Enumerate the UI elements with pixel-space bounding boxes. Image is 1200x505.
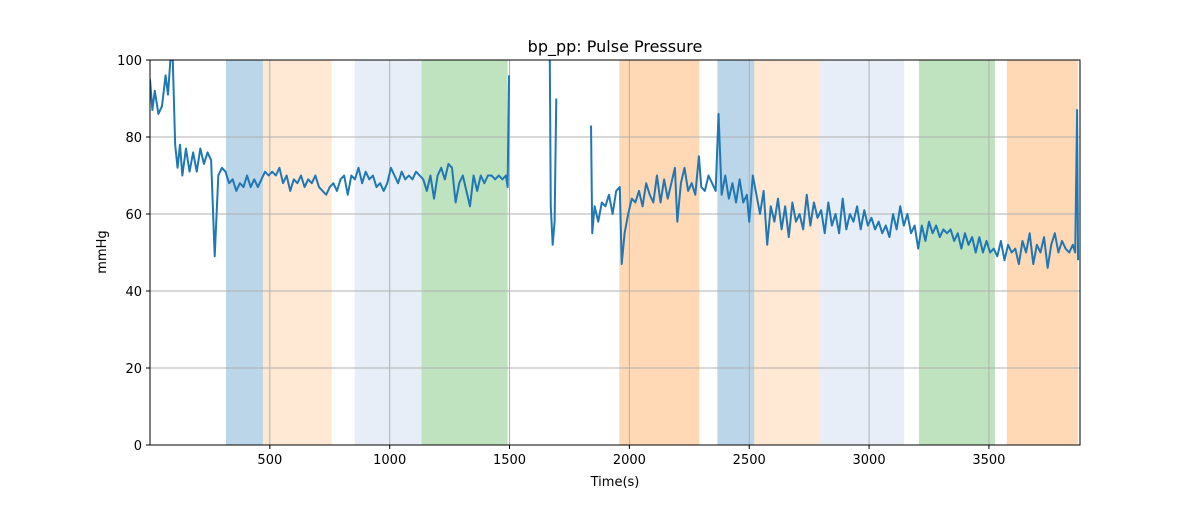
x-tick-label: 3000	[853, 453, 886, 468]
x-tick-label: 500	[257, 453, 282, 468]
chart-title: bp_pp: Pulse Pressure	[528, 37, 703, 57]
x-tick-label: 2000	[613, 453, 646, 468]
y-tick-label: 0	[134, 439, 142, 454]
pulse-pressure-line	[150, 60, 511, 258]
y-tick-label: 60	[125, 208, 142, 223]
x-tick-label: 2500	[733, 453, 766, 468]
y-tick-label: 80	[125, 131, 142, 146]
y-tick-label: 20	[125, 362, 142, 377]
ticks: 500 1000 1500 2000 2500 3000 3500 0 20 40 60 80 100	[117, 54, 1005, 468]
shaded-span	[754, 60, 821, 445]
x-tick-label: 3500	[972, 453, 1005, 468]
shaded-span	[421, 60, 508, 445]
x-axis-label: Time(s)	[590, 475, 640, 490]
series-lines	[150, 60, 1080, 269]
x-tick-label: 1500	[493, 453, 526, 468]
y-tick-label: 100	[117, 54, 142, 69]
shaded-spans	[225, 60, 1078, 445]
x-tick-label: 1000	[373, 453, 406, 468]
shaded-span	[1006, 60, 1078, 445]
shaded-span	[619, 60, 700, 445]
pulse-pressure-line	[590, 109, 1080, 269]
shaded-span	[717, 60, 755, 445]
y-axis-label: mmHg	[95, 230, 110, 273]
shaded-span	[225, 60, 263, 445]
axes-frame	[149, 59, 1081, 446]
shaded-span	[262, 60, 332, 445]
y-tick-label: 40	[125, 285, 142, 300]
pulse-pressure-line	[548, 60, 558, 246]
shaded-span	[354, 60, 422, 445]
shaded-span	[820, 60, 905, 445]
